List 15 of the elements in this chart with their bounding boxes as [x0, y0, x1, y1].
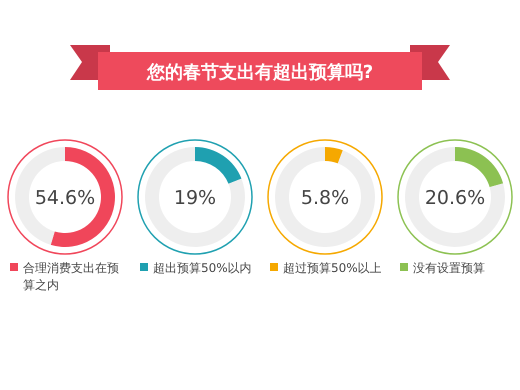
- legend-label: 超出预算50%以内: [153, 261, 252, 275]
- legend-label: 没有设置预算: [413, 261, 485, 275]
- donut-slice: [405, 147, 505, 247]
- text: 您的春节支出有超出预算吗?: [146, 62, 374, 83]
- text: 5.8%: [300, 187, 350, 209]
- legend-label: 超过预算50%以上: [283, 261, 382, 275]
- donut-slice: [145, 147, 245, 247]
- text: 20.6%: [424, 187, 486, 209]
- text: 54.6%: [34, 187, 96, 209]
- donut-slice: [455, 147, 504, 188]
- donut-slice: [325, 147, 343, 164]
- text: 19%: [174, 187, 216, 209]
- donut-slice: [195, 147, 242, 184]
- legend-label: 合理消费支出在预算之内: [23, 261, 119, 292]
- donut-slice: [275, 147, 375, 247]
